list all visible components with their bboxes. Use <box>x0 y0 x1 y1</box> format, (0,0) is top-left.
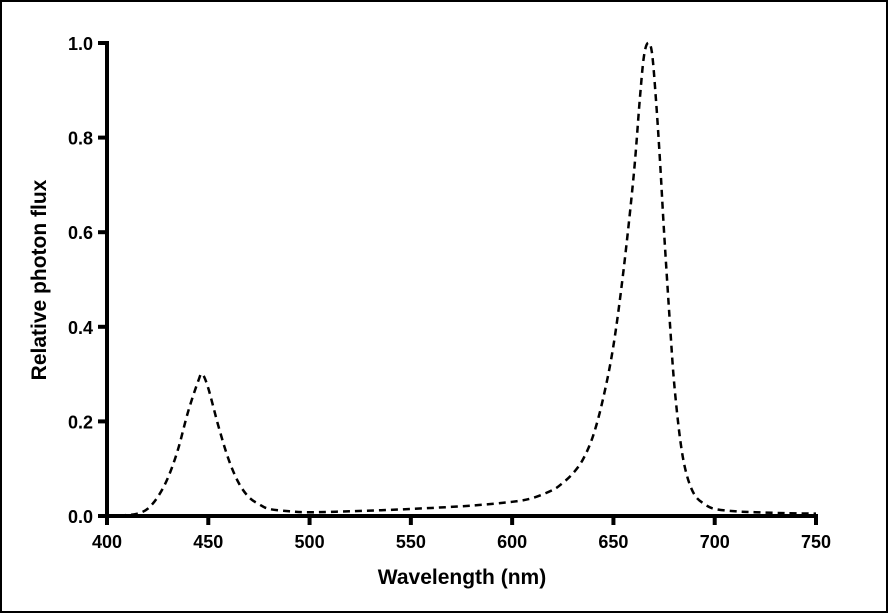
y-tick-label: 0.8 <box>68 129 93 149</box>
x-tick-label: 650 <box>598 532 628 552</box>
x-tick-label: 750 <box>801 532 831 552</box>
y-tick-label: 0.0 <box>68 507 93 527</box>
series-line-spectrum <box>106 41 817 518</box>
x-tick-label: 400 <box>92 532 122 552</box>
y-tick-label: 0.4 <box>68 318 93 338</box>
x-axis-label: Wavelength (nm) <box>378 566 546 589</box>
y-tick-label: 0.6 <box>68 223 93 243</box>
x-tick-label: 700 <box>700 532 730 552</box>
x-tick-label: 550 <box>396 532 426 552</box>
x-tick-label: 500 <box>295 532 325 552</box>
y-tick-label: 0.2 <box>68 412 93 432</box>
y-axis-label: Relative photon flux <box>28 179 51 380</box>
x-tick-label: 450 <box>193 532 223 552</box>
x-tick-label: 600 <box>497 532 527 552</box>
y-tick-label: 1.0 <box>68 34 93 54</box>
